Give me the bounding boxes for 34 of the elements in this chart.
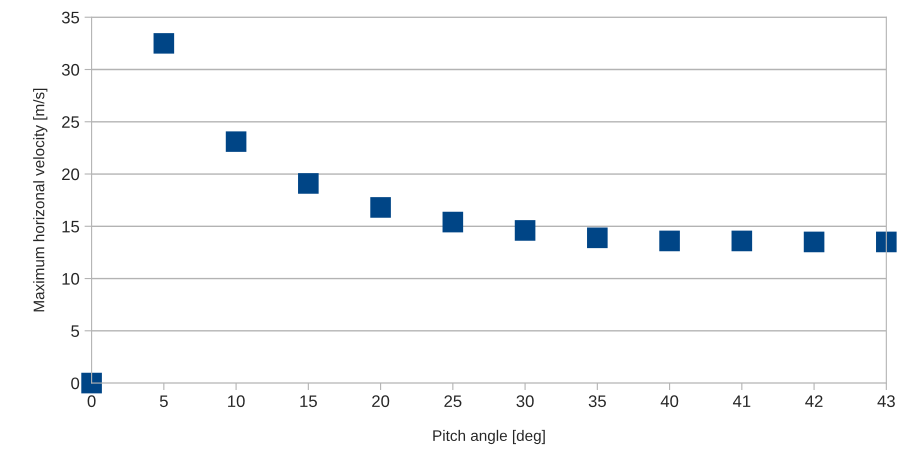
x-tick-label: 0 [88,395,96,408]
point [876,232,897,252]
y-tick-label: 20 [62,168,80,180]
x-tick-label: 25 [444,395,462,408]
point [587,227,608,248]
x-tick-label: 35 [588,395,606,408]
y-axis-title: Maximum horizonal velocity [m/s] [33,88,48,312]
y-tick-label: 35 [62,12,80,24]
y-tick-label: 0 [71,377,80,390]
point [154,33,174,54]
x-tick-label: 5 [160,395,168,408]
x-tick-label: 42 [805,395,823,407]
x-tick-label: 10 [228,395,245,408]
x-tick-label: 40 [660,395,678,408]
x-tick-label: 41 [732,395,750,407]
x-axis-title: Pitch angle [deg] [433,430,545,444]
point [659,230,680,252]
point [298,173,319,194]
y-tick-label: 5 [71,325,80,337]
x-tick-label: 20 [372,395,390,408]
point [226,131,246,152]
y-tick-label: 25 [62,116,80,128]
y-tick-label: 10 [62,272,80,285]
y-tick-label: 15 [62,220,80,232]
point [442,212,464,232]
point [804,232,824,252]
x-tick-label: 15 [300,395,317,408]
x-tick-label: 30 [516,395,534,408]
y-tick-label: 30 [62,64,80,76]
x-tick-label: 43 [877,395,895,408]
point [732,230,752,252]
point [370,197,391,218]
point [514,220,536,241]
point [81,372,102,394]
